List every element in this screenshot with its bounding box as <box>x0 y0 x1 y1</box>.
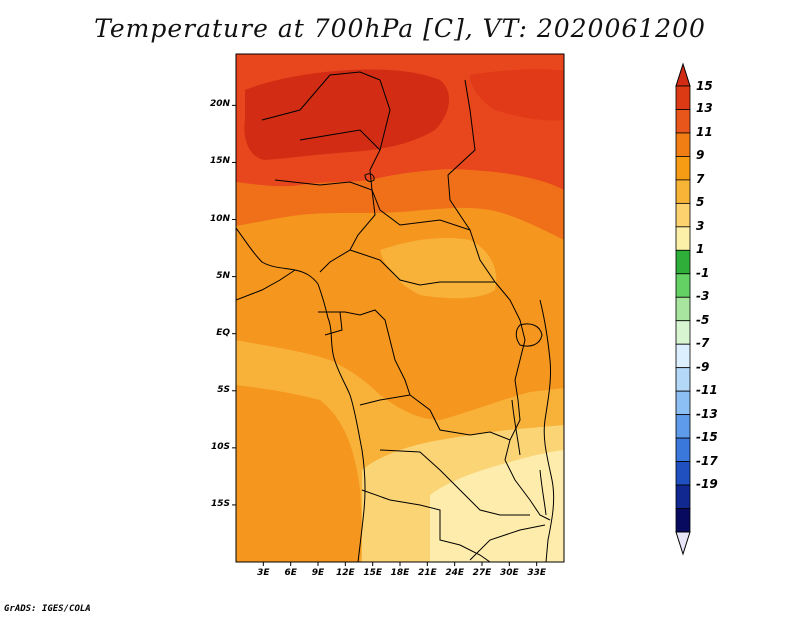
colorbar-top-arrow <box>675 62 691 87</box>
colorbar-segment <box>675 414 691 439</box>
colorbar <box>675 62 691 556</box>
lon-tick-label: 6E <box>284 568 297 578</box>
lat-tick-label: 5S <box>217 384 230 395</box>
colorbar-level-label: 1 <box>696 242 705 257</box>
fill-3-5 <box>430 450 564 562</box>
colorbar-segment <box>675 132 691 157</box>
border-11 <box>359 339 411 406</box>
colorbar-level-label: -3 <box>696 289 710 304</box>
border-8 <box>349 249 495 286</box>
fill-7-9-west <box>236 347 296 388</box>
colorbar-segment <box>675 273 691 298</box>
lat-tick-label: 15S <box>210 498 230 509</box>
border-5 <box>274 179 381 211</box>
colorbar-segment <box>675 226 691 251</box>
colorbar-level-label: -7 <box>696 336 710 351</box>
lat-tick-label: 10S <box>210 441 230 452</box>
border-19 <box>469 524 546 561</box>
lat-tick-label: 5N <box>216 270 230 281</box>
colorbar-segment <box>675 85 691 110</box>
border-3 <box>447 79 476 231</box>
lon-tick-label: 24E <box>445 568 464 578</box>
colorbar-segment <box>675 109 691 134</box>
colorbar-segment <box>675 390 691 416</box>
coastline-west-africa <box>236 227 366 562</box>
border-18 <box>236 269 296 301</box>
lon-tick-label: 27E <box>472 568 492 578</box>
lat-tick-label: EQ <box>216 327 230 338</box>
colorbar-segment <box>675 437 691 462</box>
fill-15-plus <box>244 69 450 160</box>
fill-7-9-north <box>380 238 497 299</box>
colorbar-segment <box>675 484 691 509</box>
colorbar-level-label: 15 <box>696 79 713 93</box>
colorbar-segment <box>675 461 691 486</box>
lake-victoria <box>515 323 543 347</box>
colorbar-segment <box>675 249 691 275</box>
border-13 <box>494 281 526 381</box>
colorbar-level-label: -15 <box>696 430 718 445</box>
lon-tick-label: 12E <box>335 568 355 578</box>
border-14 <box>504 379 521 461</box>
colorbar-level-label: 9 <box>696 148 705 163</box>
border-15 <box>504 459 551 521</box>
colorbar-level-label: -1 <box>696 265 710 280</box>
chart-title: Temperature at 700hPa [C], VT: 202006120… <box>94 14 706 43</box>
colorbar-bottom-arrow <box>675 531 691 556</box>
lake-chad <box>364 173 375 182</box>
colorbar-segment <box>675 296 691 322</box>
colorbar-level-label: 7 <box>696 171 705 186</box>
colorbar-segment <box>675 179 691 204</box>
lon-tick-label: 33E <box>527 568 546 578</box>
lat-tick-label: 10N <box>209 213 230 224</box>
colorbar-segment <box>675 156 691 181</box>
grads-credit: GrADS: IGES/COLA <box>4 604 91 614</box>
colorbar-segment <box>675 508 691 533</box>
colorbar-level-label: 11 <box>696 124 713 139</box>
colorbar-segment <box>675 202 691 228</box>
colorbar-segment <box>675 343 691 369</box>
colorbar-level-label: -19 <box>696 477 718 492</box>
fill-15-plus-east <box>470 69 564 121</box>
colorbar-level-label: -13 <box>696 406 718 421</box>
colorbar-segment <box>675 320 691 345</box>
lon-tick-label: 15E <box>363 568 382 578</box>
lon-tick-label: 9E <box>311 568 325 578</box>
colorbar-level-label: -11 <box>696 383 718 398</box>
axis-ticks <box>232 104 538 566</box>
border-4 <box>299 129 381 151</box>
colorbar-level-label: -5 <box>696 312 710 327</box>
lake-malawi <box>539 469 547 516</box>
border-10 <box>324 311 343 336</box>
lat-tick-label: 15N <box>209 156 230 167</box>
colorbar-level-label: 5 <box>696 195 705 210</box>
border-16 <box>379 449 530 516</box>
border-12 <box>409 394 511 441</box>
colorbar-level-label: -17 <box>696 453 718 468</box>
colorbar-level-label: 13 <box>696 101 713 116</box>
colorbar-segment <box>675 367 691 392</box>
fill-9-11-ocean <box>236 385 362 562</box>
lon-tick-label: 3E <box>257 568 270 578</box>
lon-tick-label: 18E <box>390 568 410 578</box>
border-6 <box>319 189 376 273</box>
border-1 <box>261 71 381 121</box>
colorbar-level-label: 3 <box>696 218 705 233</box>
lon-tick-label: 30E <box>499 568 519 578</box>
border-7 <box>379 209 496 283</box>
coastline-east-africa <box>539 299 555 562</box>
colorbar-level-label: -9 <box>696 359 710 374</box>
lon-tick-label: 21E <box>417 568 437 578</box>
lake-tanganyika <box>511 399 521 456</box>
lat-tick-label: 20N <box>209 99 230 110</box>
